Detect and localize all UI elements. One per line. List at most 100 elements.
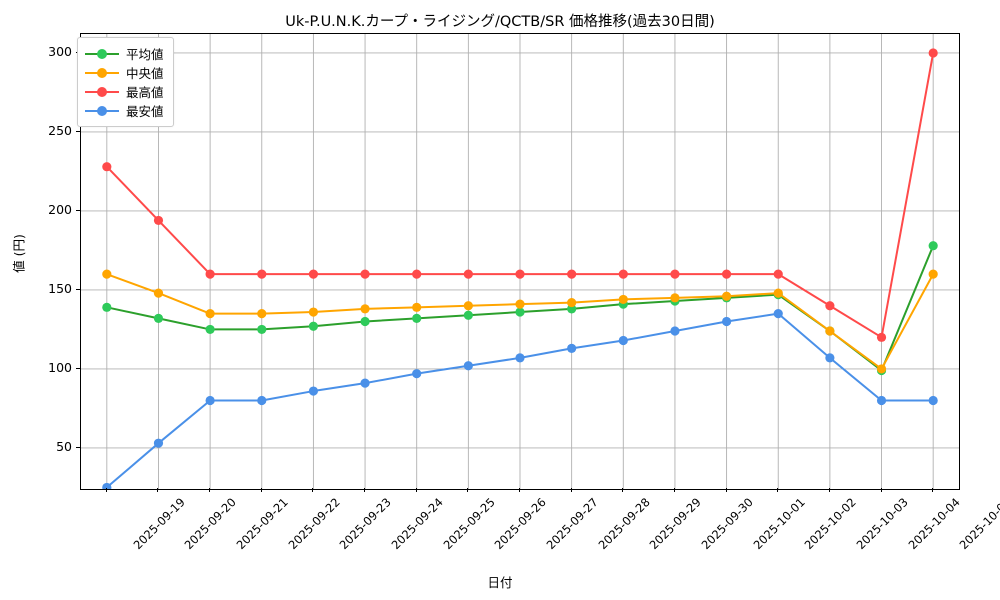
data-point	[670, 326, 680, 336]
data-point	[515, 353, 525, 363]
x-tick-mark	[622, 488, 624, 492]
data-point	[308, 307, 319, 317]
x-tick-label: 2025-09-25	[440, 495, 498, 553]
y-tick-label: 150	[48, 280, 72, 296]
data-point	[567, 269, 577, 279]
data-point	[412, 313, 422, 323]
x-tick-label: 2025-09-21	[233, 495, 291, 553]
series-3	[102, 309, 938, 489]
y-tick-mark	[76, 130, 80, 132]
data-point	[308, 386, 319, 396]
data-point	[153, 288, 164, 298]
data-point	[205, 309, 215, 319]
data-point	[670, 293, 680, 303]
y-tick-mark	[76, 209, 80, 211]
legend-item-1[interactable]: 中央値	[85, 63, 164, 82]
x-tick-mark	[467, 488, 469, 492]
data-point	[618, 335, 628, 346]
data-point	[360, 378, 370, 388]
y-tick-label: 300	[48, 43, 72, 59]
data-point	[567, 304, 577, 314]
series-2	[102, 48, 938, 342]
x-tick-mark	[260, 488, 262, 492]
data-point	[773, 269, 783, 279]
data-point	[257, 324, 267, 335]
x-tick-mark	[880, 488, 882, 492]
x-tick-mark	[570, 488, 572, 492]
legend-item-2[interactable]: 最高値	[85, 82, 164, 101]
legend-label: 最高値	[126, 85, 164, 100]
plot-svg	[81, 34, 959, 489]
legend-label: 平均値	[126, 47, 164, 62]
x-tick-label: 2025-09-27	[543, 495, 601, 553]
x-tick-mark	[725, 488, 727, 492]
y-tick-mark	[76, 446, 80, 448]
x-tick-mark	[312, 488, 314, 492]
data-point	[876, 364, 887, 374]
data-point	[412, 369, 422, 379]
y-tick-label: 250	[48, 122, 72, 138]
gridlines	[81, 34, 959, 489]
data-point	[257, 309, 267, 319]
data-point	[463, 301, 473, 311]
legend-label: 最安値	[126, 104, 164, 119]
data-point	[773, 288, 783, 298]
legend-item-0[interactable]: 平均値	[85, 44, 164, 63]
data-point	[515, 269, 525, 279]
data-point	[928, 241, 938, 251]
x-tick-label: 2025-09-19	[130, 495, 188, 553]
data-point	[463, 310, 473, 320]
legend-item-3[interactable]: 最安値	[85, 101, 164, 120]
data-point	[515, 299, 525, 309]
data-point	[825, 301, 835, 311]
legend-swatch-icon	[85, 47, 119, 61]
data-point	[360, 316, 370, 327]
y-tick-mark	[76, 367, 80, 369]
data-point	[721, 291, 732, 301]
data-point	[102, 162, 112, 172]
x-tick-mark	[673, 488, 675, 492]
series-1	[102, 269, 938, 374]
data-point	[515, 307, 525, 317]
data-point	[463, 269, 473, 279]
x-tick-label: 2025-09-28	[595, 495, 653, 553]
data-point	[102, 302, 112, 312]
x-tick-mark	[415, 488, 417, 492]
data-point	[308, 321, 319, 331]
data-point	[205, 324, 215, 335]
x-tick-label: 2025-09-20	[182, 495, 240, 553]
legend-marker-dot	[97, 48, 107, 59]
x-tick-label: 2025-09-29	[646, 495, 705, 553]
x-tick-label: 2025-09-24	[388, 495, 446, 553]
data-point	[928, 48, 938, 58]
data-point	[618, 294, 628, 305]
y-axis-label: 値 (円)	[11, 234, 27, 273]
x-tick-label: 2025-10-02	[801, 495, 859, 553]
legend-label: 中央値	[126, 66, 164, 81]
data-point	[876, 395, 887, 406]
data-point	[773, 309, 783, 319]
x-tick-mark	[519, 488, 520, 492]
data-point	[102, 482, 112, 489]
legend-marker-dot	[97, 86, 107, 97]
chart-legend: 平均値中央値最高値最安値	[77, 37, 174, 127]
x-axis-label: 日付	[487, 575, 513, 590]
data-point	[463, 361, 473, 371]
data-point	[360, 304, 370, 314]
x-tick-label: 2025-09-22	[285, 495, 343, 553]
x-tick-label: 2025-10-04	[905, 495, 963, 553]
x-tick-mark	[364, 488, 366, 492]
y-tick-label: 50	[56, 438, 72, 454]
data-point	[205, 395, 215, 406]
x-tick-mark	[105, 488, 107, 492]
x-tick-label: 2025-10-03	[853, 495, 911, 553]
data-point	[153, 313, 164, 323]
data-point	[721, 316, 732, 327]
legend-swatch-icon	[85, 66, 119, 80]
data-point	[876, 332, 887, 342]
x-tick-label: 2025-09-30	[698, 495, 756, 553]
data-point	[153, 438, 164, 448]
series-lines	[102, 48, 938, 489]
legend-swatch-icon	[85, 85, 119, 99]
